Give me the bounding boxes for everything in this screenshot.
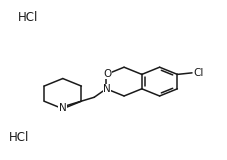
Text: N: N <box>103 84 110 94</box>
Text: HCl: HCl <box>18 11 38 24</box>
Text: HCl: HCl <box>9 131 29 144</box>
Text: O: O <box>103 69 111 79</box>
Text: Cl: Cl <box>192 68 203 78</box>
Text: N: N <box>59 103 66 112</box>
